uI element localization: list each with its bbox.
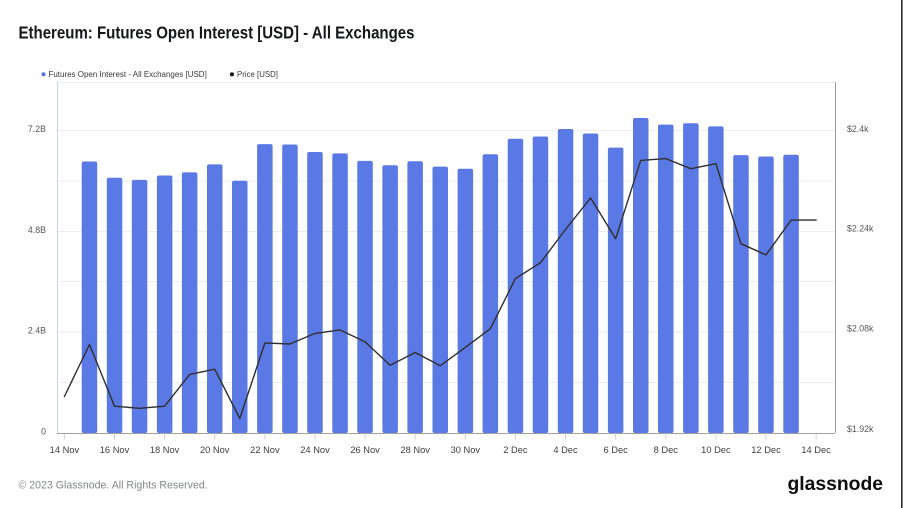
svg-text:8 Dec: 8 Dec <box>654 445 679 455</box>
svg-text:26 Nov: 26 Nov <box>350 445 380 455</box>
svg-text:28 Nov: 28 Nov <box>400 445 430 455</box>
svg-text:Price [USD]: Price [USD] <box>237 69 278 79</box>
svg-text:16 Nov: 16 Nov <box>100 445 130 455</box>
svg-text:14 Dec: 14 Dec <box>801 445 831 455</box>
svg-text:6 Dec: 6 Dec <box>604 445 629 455</box>
svg-text:7.2B: 7.2B <box>28 124 46 134</box>
svg-text:2 Dec: 2 Dec <box>503 445 528 455</box>
svg-text:Futures Open Interest - All Ex: Futures Open Interest - All Exchanges [U… <box>49 69 207 79</box>
svg-text:14 Nov: 14 Nov <box>50 445 80 455</box>
svg-text:22 Nov: 22 Nov <box>250 445 280 455</box>
svg-text:© 2023 Glassnode. All Rights R: © 2023 Glassnode. All Rights Reserved. <box>19 480 208 492</box>
svg-text:10 Dec: 10 Dec <box>701 445 731 455</box>
svg-text:glassnode: glassnode <box>788 474 884 495</box>
svg-text:18 Nov: 18 Nov <box>150 445 180 455</box>
svg-text:4.8B: 4.8B <box>28 225 46 235</box>
svg-text:$2.24k: $2.24k <box>847 223 874 233</box>
svg-text:$1.92k: $1.92k <box>847 424 874 434</box>
svg-text:Ethereum: Futures Open Interes: Ethereum: Futures Open Interest [USD] - … <box>19 22 415 42</box>
svg-text:$2.08k: $2.08k <box>847 323 874 333</box>
svg-text:24 Nov: 24 Nov <box>300 445 330 455</box>
svg-text:4 Dec: 4 Dec <box>553 445 578 455</box>
svg-text:2.4B: 2.4B <box>28 326 46 336</box>
svg-text:20 Nov: 20 Nov <box>200 445 230 455</box>
svg-text:12 Dec: 12 Dec <box>751 445 781 455</box>
svg-text:$2.4k: $2.4k <box>847 124 869 134</box>
svg-text:0: 0 <box>41 427 46 437</box>
svg-text:30 Nov: 30 Nov <box>451 445 481 455</box>
